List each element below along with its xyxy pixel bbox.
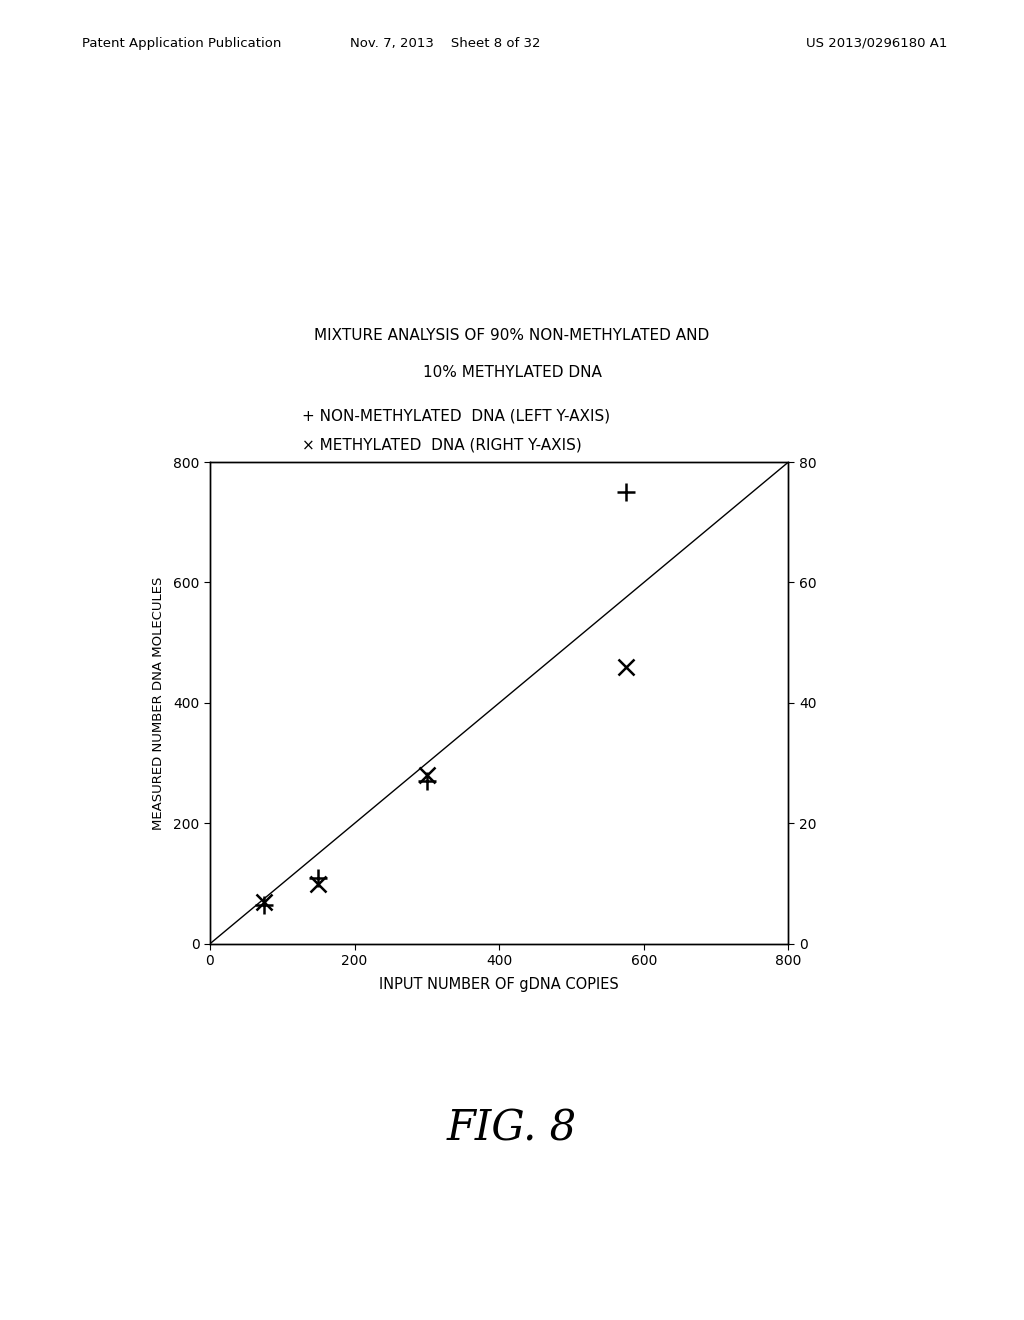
- Text: 10% METHYLATED DNA: 10% METHYLATED DNA: [423, 366, 601, 380]
- Text: + NON-METHYLATED  DNA (LEFT Y-AXIS): + NON-METHYLATED DNA (LEFT Y-AXIS): [302, 408, 610, 424]
- Text: FIG. 8: FIG. 8: [446, 1107, 578, 1150]
- Text: MIXTURE ANALYSIS OF 90% NON-METHYLATED AND: MIXTURE ANALYSIS OF 90% NON-METHYLATED A…: [314, 329, 710, 343]
- Y-axis label: MEASURED NUMBER DNA MOLECULES: MEASURED NUMBER DNA MOLECULES: [152, 577, 165, 829]
- X-axis label: INPUT NUMBER OF gDNA COPIES: INPUT NUMBER OF gDNA COPIES: [379, 977, 620, 991]
- Text: Nov. 7, 2013    Sheet 8 of 32: Nov. 7, 2013 Sheet 8 of 32: [350, 37, 541, 50]
- Text: US 2013/0296180 A1: US 2013/0296180 A1: [806, 37, 947, 50]
- Text: × METHYLATED  DNA (RIGHT Y-AXIS): × METHYLATED DNA (RIGHT Y-AXIS): [302, 437, 582, 453]
- Text: Patent Application Publication: Patent Application Publication: [82, 37, 282, 50]
